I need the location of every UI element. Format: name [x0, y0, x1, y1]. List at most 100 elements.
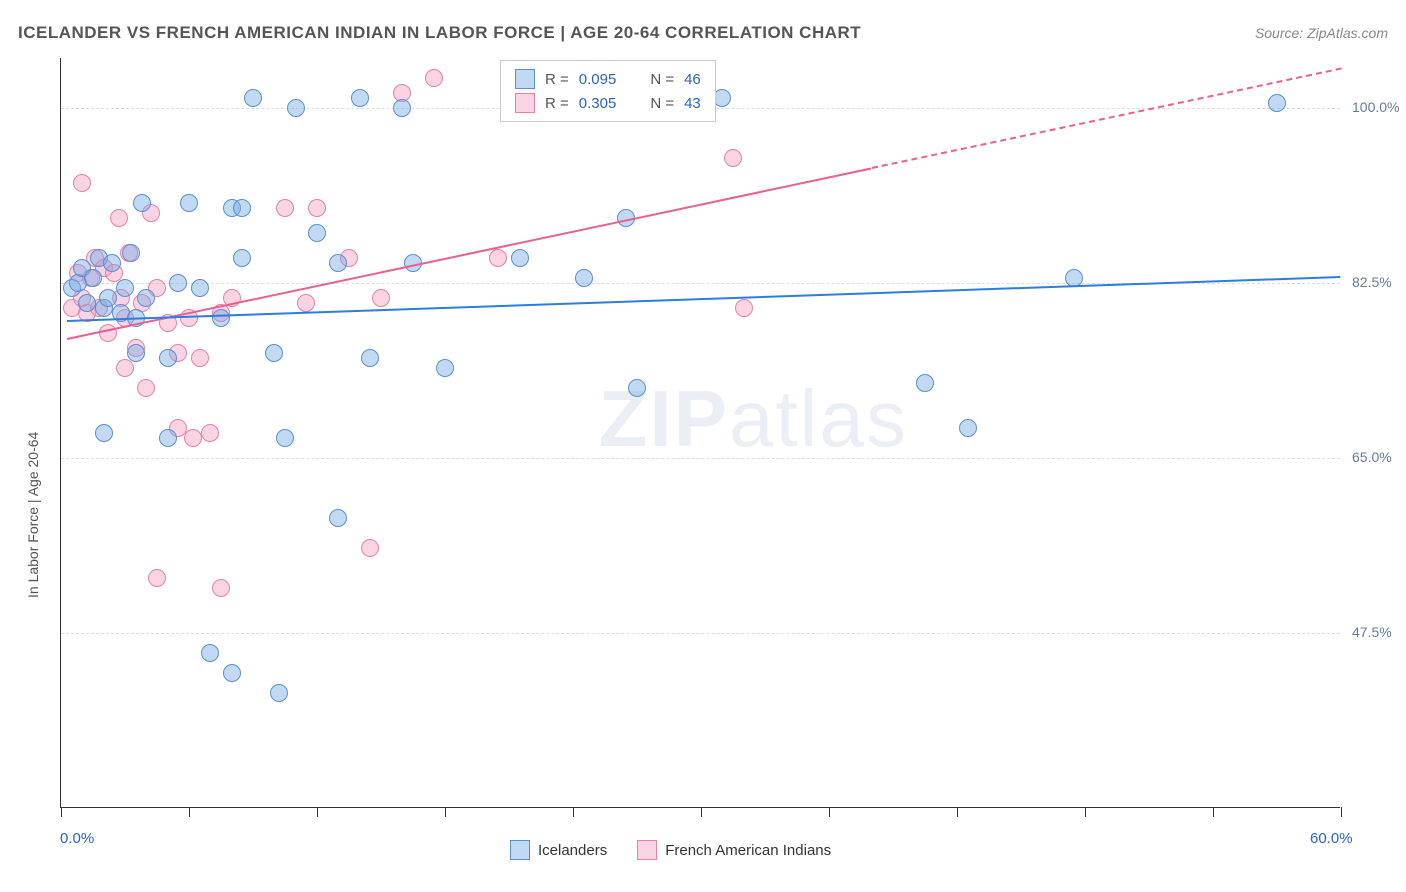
data-point: [276, 429, 294, 447]
legend-swatch: [515, 93, 535, 113]
y-tick-label: 100.0%: [1352, 99, 1399, 115]
data-point: [372, 289, 390, 307]
y-tick-label: 65.0%: [1352, 449, 1392, 465]
data-point: [159, 349, 177, 367]
data-point: [148, 569, 166, 587]
data-point: [308, 224, 326, 242]
chart-container: ICELANDER VS FRENCH AMERICAN INDIAN IN L…: [0, 0, 1406, 892]
data-point: [265, 344, 283, 362]
legend-swatch: [637, 840, 657, 860]
data-point: [137, 379, 155, 397]
data-point: [489, 249, 507, 267]
r-value: 0.305: [579, 95, 617, 112]
data-point: [122, 244, 140, 262]
x-tick: [1341, 807, 1342, 817]
data-point: [233, 199, 251, 217]
data-point: [127, 344, 145, 362]
data-point: [511, 249, 529, 267]
data-point: [436, 359, 454, 377]
stats-row: R =0.095N =46: [515, 67, 701, 91]
data-point: [425, 69, 443, 87]
y-tick-label: 47.5%: [1352, 624, 1392, 640]
x-tick: [573, 807, 574, 817]
n-value: 46: [684, 71, 701, 88]
data-point: [201, 424, 219, 442]
data-point: [276, 199, 294, 217]
r-label: R =: [545, 71, 569, 88]
x-tick: [445, 807, 446, 817]
data-point: [191, 279, 209, 297]
data-point: [297, 294, 315, 312]
data-point: [287, 99, 305, 117]
bottom-legend: Icelanders French American Indians: [510, 840, 831, 860]
source-label: Source: ZipAtlas.com: [1255, 25, 1388, 41]
data-point: [212, 309, 230, 327]
title-bar: ICELANDER VS FRENCH AMERICAN INDIAN IN L…: [18, 18, 1388, 48]
n-value: 43: [684, 95, 701, 112]
legend-item: Icelanders: [510, 840, 607, 860]
data-point: [329, 509, 347, 527]
data-point: [233, 249, 251, 267]
data-point: [159, 429, 177, 447]
data-point: [180, 194, 198, 212]
stats-legend: R = 0.095 N = 46 R = 0.305 N = 43: [500, 60, 716, 122]
data-point: [95, 424, 113, 442]
data-point: [361, 349, 379, 367]
data-point: [959, 419, 977, 437]
grid-line: [61, 633, 1340, 634]
watermark-zip: ZIP: [599, 374, 729, 463]
data-point: [184, 429, 202, 447]
data-point: [244, 89, 262, 107]
data-point: [78, 294, 96, 312]
chart-title: ICELANDER VS FRENCH AMERICAN INDIAN IN L…: [18, 23, 861, 43]
data-point: [103, 254, 121, 272]
data-point: [393, 99, 411, 117]
legend-label: French American Indians: [665, 842, 831, 859]
data-point: [212, 579, 230, 597]
data-point: [351, 89, 369, 107]
r-value: 0.095: [579, 71, 617, 88]
x-tick: [829, 807, 830, 817]
data-point: [735, 299, 753, 317]
data-point: [116, 279, 134, 297]
data-point: [137, 289, 155, 307]
x-tick: [957, 807, 958, 817]
watermark-atlas: atlas: [729, 374, 908, 463]
data-point: [201, 644, 219, 662]
legend-item: French American Indians: [637, 840, 831, 860]
data-point: [329, 254, 347, 272]
data-point: [575, 269, 593, 287]
x-tick: [189, 807, 190, 817]
data-point: [133, 194, 151, 212]
data-point: [99, 289, 117, 307]
data-point: [84, 269, 102, 287]
data-point: [713, 89, 731, 107]
x-tick: [317, 807, 318, 817]
plot-area: ZIPatlas: [60, 58, 1340, 808]
grid-line: [61, 458, 1340, 459]
data-point: [270, 684, 288, 702]
data-point: [308, 199, 326, 217]
r-label: R =: [545, 95, 569, 112]
data-point: [110, 209, 128, 227]
data-point: [1268, 94, 1286, 112]
n-label: N =: [650, 95, 674, 112]
legend-swatch: [510, 840, 530, 860]
x-tick: [701, 807, 702, 817]
data-point: [628, 379, 646, 397]
stats-row: R = 0.305 N = 43: [515, 91, 701, 115]
data-point: [99, 324, 117, 342]
data-point: [361, 539, 379, 557]
trend-line-dashed: [871, 68, 1341, 169]
data-point: [73, 174, 91, 192]
data-point: [191, 349, 209, 367]
x-tick: [1085, 807, 1086, 817]
data-point: [223, 664, 241, 682]
data-point: [169, 274, 187, 292]
x-tick-label: 60.0%: [1310, 830, 1353, 847]
y-tick-label: 82.5%: [1352, 274, 1392, 290]
x-tick: [61, 807, 62, 817]
data-point: [916, 374, 934, 392]
data-point: [724, 149, 742, 167]
x-tick: [1213, 807, 1214, 817]
